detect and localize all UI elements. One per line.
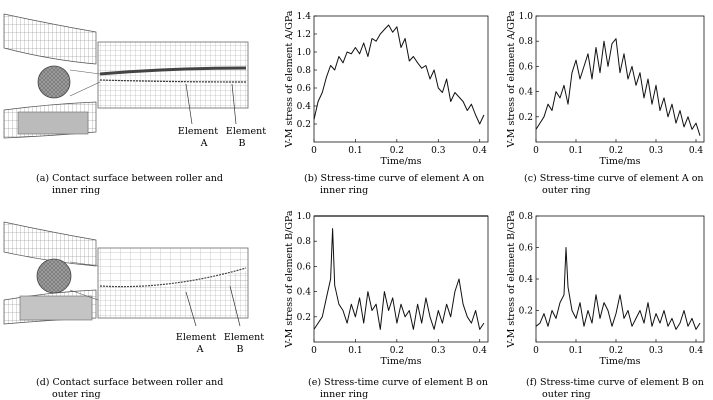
stress-series-line	[535, 38, 701, 136]
y-tick-label: 1.0	[297, 212, 312, 222]
element-b-label: Element B	[224, 332, 264, 355]
element-a-label: Element A	[178, 126, 218, 149]
x-tick-label: 0.4	[473, 346, 488, 356]
x-tick-label: 0.2	[609, 146, 623, 156]
y-axis-label: V-M stress of element B/GPa	[284, 210, 295, 348]
caption-f: (f) Stress-time curve of element B on out…	[526, 377, 704, 400]
element-b-leader	[229, 285, 241, 327]
x-axis-label: Time/ms	[380, 156, 421, 167]
caption-c: (c) Stress-time curve of element A on out…	[524, 173, 704, 196]
x-tick-label: 0.1	[348, 346, 362, 356]
contact-zoom-box	[97, 41, 249, 109]
roller	[36, 258, 72, 294]
element-a-leader	[185, 83, 193, 125]
element-b-leader	[231, 83, 237, 125]
y-tick-label: 0.6	[297, 262, 312, 272]
x-tick-label: 0.3	[649, 346, 664, 356]
plot-frame	[535, 215, 705, 343]
panel-d-illustration	[3, 221, 249, 327]
x-tick-label: 0.3	[431, 346, 446, 356]
x-tick-label: 0.1	[569, 346, 583, 356]
x-tick-label: 0	[311, 146, 317, 156]
y-tick-label: 1.0	[297, 48, 312, 58]
stress-series-line	[313, 228, 485, 330]
panel-a-illustration	[3, 13, 249, 139]
x-axis-label: Time/ms	[380, 356, 421, 367]
element-a-leader	[185, 291, 197, 327]
x-tick-label: 0.4	[689, 346, 704, 356]
x-tick-label: 0.4	[689, 146, 704, 156]
x-tick-label: 0.4	[473, 146, 488, 156]
y-tick-label: 0.4	[519, 88, 534, 98]
chart-b: 0 0.1 0.2 0.3 0.4 0.2 0.4 0.6 0.8 1.0 1.2 1.4 Time/m…	[284, 10, 489, 167]
y-tick-label: 0.8	[519, 212, 534, 222]
plot-frame	[535, 15, 705, 143]
y-tick-label: 0.2	[297, 120, 311, 130]
caption-a: (a) Contact surface between roller and in…	[36, 173, 223, 196]
plot-frame	[313, 215, 489, 343]
y-tick-label: 1.4	[297, 12, 312, 22]
y-tick-label: 0.8	[297, 237, 312, 247]
plot-frame	[313, 15, 489, 143]
outer-ring-block	[19, 295, 93, 321]
x-tick-label: 0	[533, 346, 539, 356]
y-tick-label: 0.6	[519, 244, 534, 254]
roller	[37, 65, 71, 99]
caption-b: (b) Stress-time curve of element A on inn…	[304, 173, 484, 196]
stress-series-line	[313, 24, 485, 125]
y-tick-label: 1.0	[519, 12, 534, 22]
caption-d: (d) Contact surface between roller and ou…	[36, 377, 223, 400]
y-axis-label: V-M stress of element B/GPa	[506, 210, 517, 348]
x-tick-label: 0.3	[649, 146, 664, 156]
y-tick-label: 0.2	[519, 307, 533, 317]
x-axis-label: Time/ms	[599, 356, 640, 367]
element-a-label: Element A	[176, 332, 216, 355]
chart-e: 0 0.1 0.2 0.3 0.4 0.2 0.4 0.6 0.8 1.0 Time/ms V-M s…	[284, 210, 489, 367]
y-tick-label: 0.6	[519, 62, 534, 72]
x-tick-label: 0.2	[390, 146, 404, 156]
x-tick-label: 0.3	[431, 146, 446, 156]
y-tick-label: 0.8	[519, 37, 534, 47]
y-tick-label: 0.6	[297, 84, 312, 94]
x-axis-label: Time/ms	[599, 156, 640, 167]
inner-ring-block	[17, 111, 89, 135]
caption-e: (e) Stress-time curve of element B on inn…	[308, 377, 488, 400]
y-axis-label: V-M stress of element A/GPa	[506, 10, 517, 148]
x-tick-label: 0	[311, 346, 317, 356]
element-b-label: Element B	[226, 126, 266, 149]
y-tick-label: 0.4	[297, 102, 312, 112]
y-axis-label: V-M stress of element A/GPa	[284, 10, 295, 148]
chart-c: 0 0.1 0.2 0.3 0.4 0.2 0.4 0.6 0.8 1.0 Time/ms V-M s…	[506, 10, 705, 167]
x-tick-label: 0	[533, 146, 539, 156]
inner-ring-mesh	[3, 13, 97, 65]
y-tick-label: 0.4	[297, 288, 312, 298]
y-tick-label: 0.8	[297, 66, 312, 76]
x-tick-label: 0.1	[348, 146, 362, 156]
x-tick-label: 0.2	[390, 346, 404, 356]
y-tick-label: 1.2	[297, 30, 311, 40]
y-tick-label: 0.2	[519, 113, 533, 123]
x-tick-label: 0.1	[569, 146, 583, 156]
y-tick-label: 0.2	[297, 313, 311, 323]
stress-series-line	[535, 247, 701, 330]
chart-f: 0 0.1 0.2 0.3 0.4 0.2 0.4 0.6 0.8 Time/ms V-M stre…	[506, 210, 705, 367]
x-tick-label: 0.2	[609, 346, 623, 356]
y-tick-label: 0.4	[519, 275, 534, 285]
